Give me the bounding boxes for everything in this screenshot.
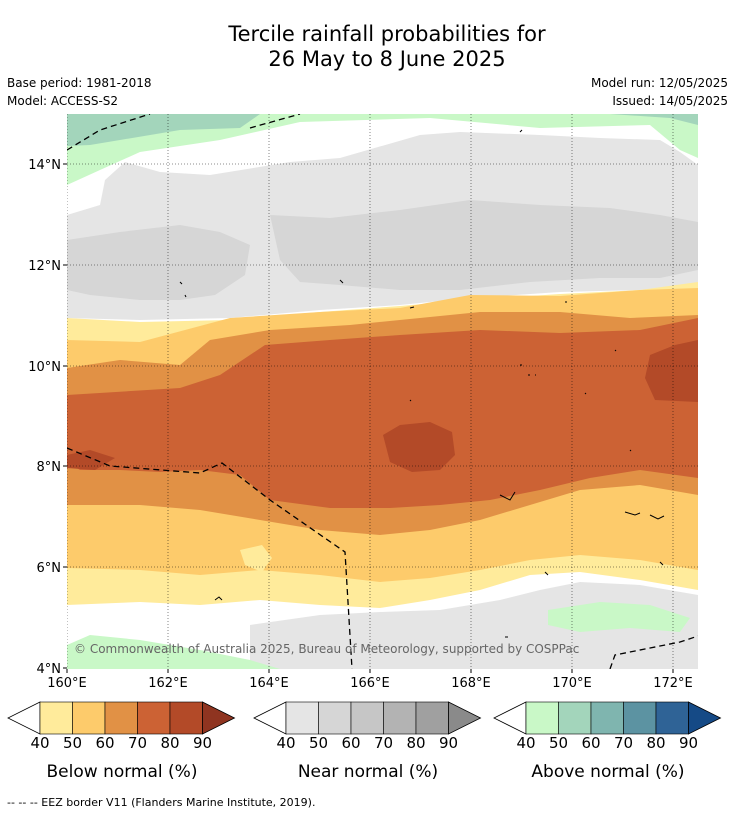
colorbar-swatch xyxy=(39,701,73,735)
colorbar-tick-label: 50 xyxy=(309,734,328,750)
colorbar-tick-label: 70 xyxy=(374,734,393,750)
title-line-1: Tercile rainfall probabilities for xyxy=(228,22,546,46)
near-normal-50-region-central xyxy=(270,200,698,290)
base-period: Base period: 1981-2018 xyxy=(7,76,152,90)
above-normal-colorbar: 40 50 60 70 80 90 xyxy=(493,701,722,750)
colorbar-swatch xyxy=(558,701,592,735)
colorbar-tick-label: 50 xyxy=(63,734,82,750)
colorbar-tick-label: 90 xyxy=(439,734,458,750)
near-normal-colorbar: 40 50 60 70 80 90 xyxy=(253,701,482,750)
colorbar-tick-label: 60 xyxy=(95,734,114,750)
colorbar-swatch xyxy=(383,701,417,735)
below-normal-80-region-east xyxy=(645,340,698,402)
x-axis: 160°E 162°E 164°E 166°E 168°E 170°E 172°… xyxy=(47,669,693,691)
colorbar-max-extend xyxy=(688,701,722,735)
eez-footnote: -- -- -- EEZ border V11 (Flanders Marine… xyxy=(7,796,316,809)
above-normal-south-region xyxy=(548,602,690,632)
colorbar-tick-label: 70 xyxy=(614,734,633,750)
y-tick-label: 8°N xyxy=(37,460,62,475)
colorbar-tick-label: 60 xyxy=(341,734,360,750)
probability-map: © Commonwealth of Australia 2025, Bureau… xyxy=(28,114,698,691)
colorbar-min-extend xyxy=(493,701,527,735)
below-normal-colorbar: 40 50 60 70 80 90 xyxy=(7,701,236,750)
eez-borders xyxy=(67,114,698,669)
issued-date: Issued: 14/05/2025 xyxy=(612,94,728,108)
below-normal-70-region xyxy=(67,318,698,508)
colorbar-tick-label: 40 xyxy=(30,734,49,750)
near-normal-legend-title: Near normal (%) xyxy=(297,762,439,782)
copyright-notice: © Commonwealth of Australia 2025, Bureau… xyxy=(74,642,579,656)
below-normal-80-region-west xyxy=(67,450,115,470)
x-tick-label: 172°E xyxy=(653,676,693,691)
x-tick-label: 162°E xyxy=(148,676,188,691)
y-tick-label: 10°N xyxy=(28,360,61,375)
map-gridlines xyxy=(67,114,698,669)
colorbar-swatch xyxy=(623,701,657,735)
colorbar-tick-label: 90 xyxy=(679,734,698,750)
colorbar-swatch xyxy=(415,701,449,735)
colorbar-tick-label: 80 xyxy=(406,734,425,750)
colorbar-swatch xyxy=(72,701,106,735)
colorbar-swatch xyxy=(590,701,624,735)
x-tick-label: 166°E xyxy=(350,676,390,691)
colorbar-swatch xyxy=(655,701,689,735)
colorbar-tick-label: 40 xyxy=(276,734,295,750)
x-tick-label: 160°E xyxy=(47,676,87,691)
x-tick-label: 164°E xyxy=(249,676,289,691)
colorbar-swatch xyxy=(318,701,352,735)
below-normal-40-patch xyxy=(240,545,272,572)
colorbar-swatch xyxy=(169,701,203,735)
chart-title: Tercile rainfall probabilities for 26 Ma… xyxy=(0,22,736,72)
colorbar-tick-label: 70 xyxy=(128,734,147,750)
below-normal-legend-title: Below normal (%) xyxy=(46,762,198,782)
below-normal-80-region xyxy=(383,422,455,472)
colorbar-swatch xyxy=(137,701,171,735)
meta-left: Base period: 1981-2018 Model: ACCESS-S2 xyxy=(7,74,152,110)
x-tick-label: 170°E xyxy=(552,676,592,691)
y-tick-label: 14°N xyxy=(28,158,61,173)
y-axis: 14°N 12°N 10°N 8°N 6°N 4°N xyxy=(28,158,67,677)
colorbar-swatch xyxy=(285,701,319,735)
x-tick-label: 168°E xyxy=(451,676,491,691)
y-tick-label: 12°N xyxy=(28,259,61,274)
colorbar-swatch xyxy=(104,701,138,735)
colorbar-max-extend xyxy=(202,701,236,735)
colorbar-tick-label: 60 xyxy=(581,734,600,750)
model-run: Model run: 12/05/2025 xyxy=(590,76,728,90)
meta-right: Model run: 12/05/2025 Issued: 14/05/2025 xyxy=(591,74,728,110)
colorbar-tick-label: 80 xyxy=(160,734,179,750)
colorbar-swatch xyxy=(525,701,559,735)
y-tick-label: 4°N xyxy=(37,662,62,677)
colorbar-tick-label: 80 xyxy=(646,734,665,750)
above-normal-50-region-east xyxy=(610,114,698,125)
colorbar-tick-label: 50 xyxy=(549,734,568,750)
island-marks xyxy=(179,129,665,638)
near-normal-south-region xyxy=(250,582,698,669)
above-normal-legend-title: Above normal (%) xyxy=(531,762,685,782)
colorbar-max-extend xyxy=(448,701,482,735)
above-normal-sw-region xyxy=(67,635,280,669)
colorbar-tick-label: 90 xyxy=(193,734,212,750)
above-normal-50-region xyxy=(67,114,260,146)
colorbar-min-extend xyxy=(7,701,41,735)
model-name: Model: ACCESS-S2 xyxy=(7,94,119,108)
y-tick-label: 6°N xyxy=(37,561,62,576)
near-normal-50-region xyxy=(67,225,250,300)
colorbar-swatch xyxy=(350,701,384,735)
above-normal-40-region xyxy=(67,114,698,185)
colorbar-min-extend xyxy=(253,701,287,735)
colorbar-tick-label: 40 xyxy=(516,734,535,750)
title-line-2: 26 May to 8 June 2025 xyxy=(268,47,506,71)
